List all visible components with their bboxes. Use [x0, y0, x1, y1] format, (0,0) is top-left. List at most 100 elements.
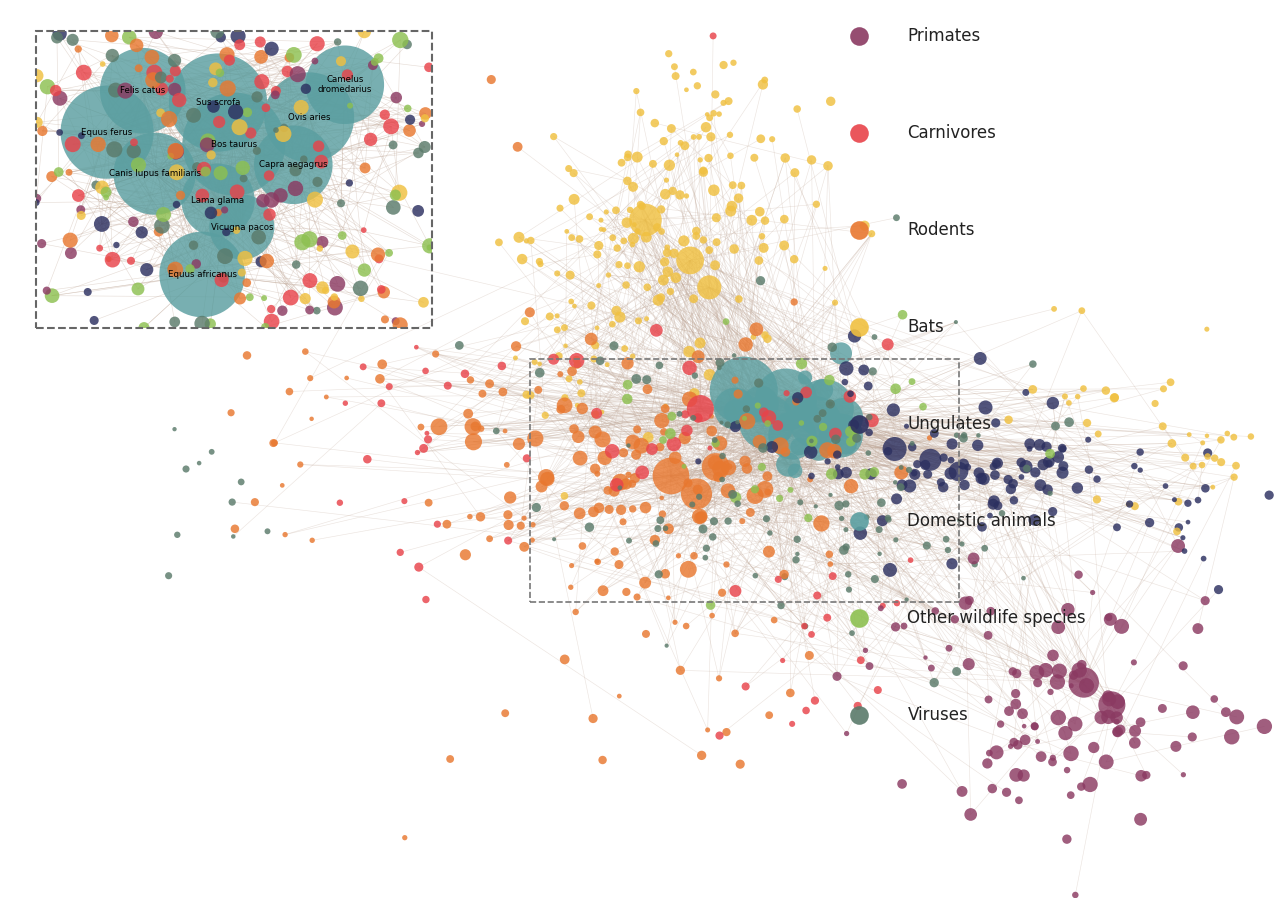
Point: [226, 223, 247, 237]
Point: [658, 591, 679, 605]
Point: [166, 145, 187, 159]
Point: [759, 544, 780, 559]
Point: [1180, 427, 1200, 442]
Point: [610, 480, 630, 495]
Point: [115, 84, 135, 98]
Point: [680, 253, 700, 268]
Point: [521, 533, 542, 547]
Point: [304, 192, 325, 207]
Point: [847, 699, 868, 713]
Point: [721, 148, 741, 163]
Point: [602, 444, 622, 458]
Point: [1125, 724, 1145, 738]
Point: [653, 273, 674, 287]
Point: [426, 347, 446, 361]
Point: [946, 315, 966, 330]
Point: [1173, 531, 1194, 545]
Point: [27, 191, 47, 206]
Point: [611, 155, 631, 170]
Point: [759, 412, 780, 427]
Point: [652, 413, 672, 427]
Point: [1003, 493, 1024, 507]
Point: [858, 445, 878, 460]
Point: [744, 151, 764, 165]
Point: [378, 246, 399, 260]
Point: [833, 543, 854, 558]
Point: [515, 314, 535, 329]
Point: [470, 510, 491, 524]
Point: [97, 125, 118, 139]
Point: [1098, 709, 1118, 724]
Point: [561, 580, 581, 594]
Point: [68, 42, 88, 57]
Point: [725, 626, 745, 640]
Point: [1174, 451, 1195, 465]
Point: [684, 130, 704, 145]
Point: [827, 460, 847, 474]
Point: [252, 75, 272, 89]
Point: [970, 351, 990, 365]
Point: [1068, 568, 1089, 582]
Point: [1241, 429, 1261, 444]
Point: [486, 424, 506, 438]
Point: [718, 514, 739, 528]
Point: [463, 419, 483, 434]
Point: [1153, 419, 1173, 434]
Point: [651, 290, 671, 304]
Point: [70, 203, 91, 217]
Point: [587, 554, 607, 568]
Point: [699, 243, 720, 258]
Point: [699, 367, 720, 382]
Text: Lama glama: Lama glama: [192, 196, 244, 205]
Point: [608, 258, 629, 272]
Point: [783, 295, 804, 309]
Point: [1104, 391, 1125, 405]
Point: [27, 68, 47, 83]
Point: [165, 64, 185, 78]
Point: [758, 485, 778, 499]
Point: [836, 540, 856, 554]
Point: [78, 285, 98, 299]
Point: [685, 368, 705, 383]
Point: [257, 524, 277, 539]
Point: [656, 399, 676, 413]
Point: [567, 398, 588, 412]
Point: [590, 354, 611, 368]
Point: [786, 394, 806, 409]
Point: [750, 397, 771, 411]
Point: [741, 213, 762, 227]
Point: [216, 224, 236, 239]
Point: [1136, 768, 1157, 782]
Point: [727, 415, 748, 429]
Point: [583, 505, 603, 519]
Point: [728, 191, 749, 206]
Point: [958, 594, 979, 608]
Point: [832, 511, 852, 525]
Point: [415, 106, 436, 120]
Point: [561, 559, 581, 573]
Point: [617, 259, 638, 273]
Point: [1082, 585, 1103, 600]
Point: [419, 60, 440, 75]
Point: [836, 523, 856, 537]
Point: [619, 468, 639, 482]
Point: [520, 305, 541, 320]
Point: [744, 330, 764, 344]
Point: [170, 188, 190, 202]
Point: [905, 467, 925, 481]
Point: [440, 752, 460, 766]
Point: [812, 516, 832, 531]
Point: [635, 627, 656, 641]
Point: [1048, 620, 1068, 634]
Point: [893, 619, 914, 633]
Point: [675, 407, 695, 421]
Point: [460, 509, 481, 524]
Point: [224, 136, 244, 151]
Point: [497, 507, 518, 522]
Point: [849, 708, 869, 722]
Point: [815, 261, 836, 276]
Point: [668, 549, 689, 563]
Point: [688, 79, 708, 93]
Point: [222, 495, 243, 509]
Point: [774, 151, 795, 165]
